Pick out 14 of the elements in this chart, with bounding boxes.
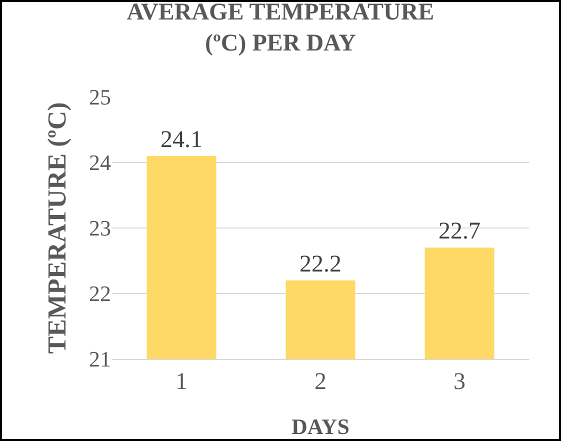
y-tick-label: 25 — [89, 84, 111, 110]
y-tick-label: 24 — [89, 150, 111, 176]
data-label: 22.7 — [438, 218, 480, 245]
data-label: 22.2 — [300, 251, 342, 278]
x-tick-label: 1 — [176, 368, 188, 395]
y-tick-label: 23 — [89, 216, 111, 241]
x-axis-title: DAYS — [292, 414, 350, 439]
y-axis-title: TEMPERATURE (ºC) — [42, 102, 72, 354]
chart-title: AVERAGE TEMPERATURE (ºC) PER DAY — [126, 0, 434, 57]
data-label: 24.1 — [160, 126, 202, 153]
x-tick-label: 3 — [454, 368, 466, 395]
y-tick-label: 22 — [89, 281, 111, 306]
x-tick-label: 2 — [314, 368, 326, 395]
y-tick-label: 21 — [89, 346, 111, 372]
